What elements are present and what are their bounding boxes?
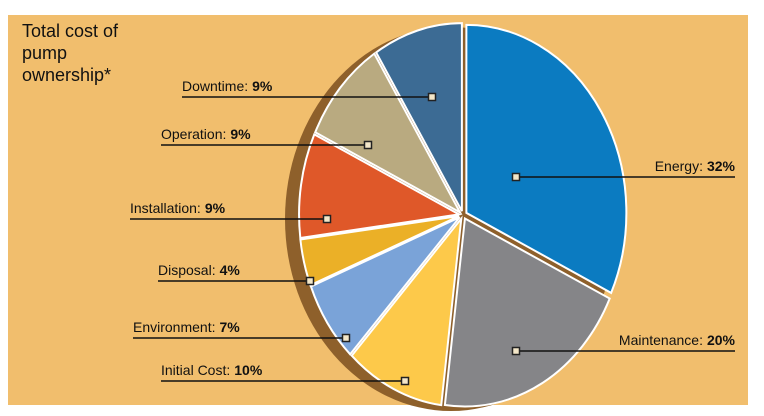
slice-label: Initial Cost: 10% [161, 362, 263, 378]
slice-label-name: Operation: [161, 126, 226, 142]
pie-slice [465, 23, 628, 295]
slice-label: Downtime: 9% [182, 78, 273, 94]
pie-slice [313, 52, 463, 215]
slice-label: Operation: 9% [161, 126, 251, 142]
slice-label-value: 9% [205, 200, 226, 216]
slice-label-name: Disposal: [158, 262, 216, 278]
leader-marker [400, 376, 410, 386]
leader-marker [511, 346, 521, 356]
leader-marker [305, 276, 315, 286]
slice-label-name: Environment: [133, 319, 215, 335]
chart-title: Total cost of pump ownership* [22, 21, 119, 85]
slice-label-name: Maintenance: [619, 332, 703, 348]
slice-label: Energy: 32% [655, 158, 736, 174]
leader-marker [427, 92, 437, 102]
slice-label-name: Installation: [130, 200, 201, 216]
leader-marker [511, 172, 521, 182]
slice-label: Environment: 7% [133, 319, 240, 335]
slice-label-value: 10% [234, 362, 263, 378]
slice-label-value: 9% [252, 78, 273, 94]
slice-label: Disposal: 4% [158, 262, 240, 278]
slice-label: Maintenance: 20% [619, 332, 736, 348]
slice-label-value: 4% [220, 262, 241, 278]
slice-label: Installation: 9% [130, 200, 226, 216]
slice-label-value: 9% [230, 126, 251, 142]
pie-slice [298, 132, 463, 240]
slice-label-name: Initial Cost: [161, 362, 230, 378]
leader-marker [363, 140, 373, 150]
slice-label-value: 32% [707, 158, 736, 174]
slice-label-value: 7% [219, 319, 240, 335]
slice-label-name: Downtime: [182, 78, 248, 94]
pie-slice [443, 216, 611, 408]
slice-label-value: 20% [707, 332, 736, 348]
pie-slice [309, 216, 461, 356]
slice-label-name: Energy: [655, 158, 703, 174]
pie-slice [350, 215, 463, 407]
leader-marker [322, 214, 332, 224]
pie-slice [374, 22, 463, 212]
leader-marker [341, 333, 351, 343]
